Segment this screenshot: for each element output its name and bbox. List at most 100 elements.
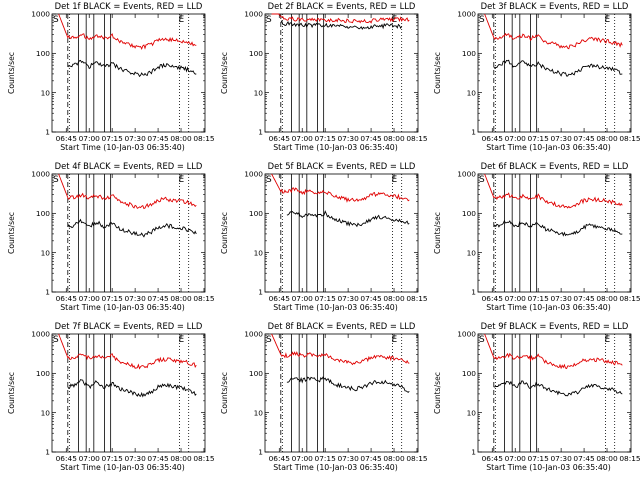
y-tick-label: 1 <box>45 128 50 137</box>
x-tick-label: 07:30 <box>124 294 146 303</box>
x-axis-label: Start Time (10-Jan-03 06:35:40) <box>60 143 185 152</box>
end-marker: E <box>392 15 398 25</box>
x-tick-label: 06:45 <box>269 134 291 143</box>
x-tick-label: 07:00 <box>505 134 527 143</box>
y-tick-label: 1 <box>45 448 50 457</box>
start-marker: S <box>479 15 485 25</box>
x-tick-label: 07:15 <box>315 134 337 143</box>
x-tick-label: 07:15 <box>102 134 124 143</box>
lld-series-line <box>58 173 197 210</box>
start-marker: S <box>479 175 485 185</box>
y-tick-label: 100 <box>462 49 476 58</box>
x-tick-label: 08:15 <box>619 294 640 303</box>
chart-title: Det 2f BLACK = Events, RED = LLD <box>268 1 416 11</box>
detector-panel-1: Det 1f BLACK = Events, RED = LLD 1 10 100 10… <box>0 0 215 160</box>
x-tick-label: 07:30 <box>124 134 146 143</box>
x-tick-label: 07:45 <box>147 294 169 303</box>
x-tick-label: 07:30 <box>124 454 146 463</box>
plot-frame <box>51 13 206 133</box>
y-axis-label: Counts/sec <box>7 372 16 414</box>
x-tick-label: 07:15 <box>102 294 124 303</box>
panel-chart-1: Det 1f BLACK = Events, RED = LLD 1 10 100 10… <box>7 1 215 152</box>
y-tick-label: 1 <box>471 288 476 297</box>
detector-panel-9: Det 9f BLACK = Events, RED = LLD 1 10 100 10… <box>426 320 640 480</box>
y-tick-label: 100 <box>36 49 50 58</box>
y-tick-label: 1 <box>258 448 263 457</box>
start-marker: S <box>479 335 485 345</box>
y-tick-label: 1000 <box>457 10 476 19</box>
chart-title: Det 8f BLACK = Events, RED = LLD <box>268 321 416 331</box>
panel-chart-2: Det 2f BLACK = Events, RED = LLD 1 10 100 10… <box>220 1 428 152</box>
plot-frame <box>51 333 206 453</box>
y-axis-label: Counts/sec <box>220 52 229 94</box>
lld-series-line <box>271 173 410 203</box>
x-tick-label: 07:45 <box>147 454 169 463</box>
x-tick-label: 07:00 <box>292 134 314 143</box>
x-tick-label: 06:45 <box>482 294 504 303</box>
x-tick-label: 07:15 <box>315 294 337 303</box>
y-tick-label: 1 <box>258 288 263 297</box>
start-marker: S <box>266 175 272 185</box>
x-tick-label: 08:15 <box>193 134 215 143</box>
y-tick-label: 10 <box>467 248 477 257</box>
lld-series-line <box>58 13 197 50</box>
chart-title: Det 3f BLACK = Events, RED = LLD <box>481 1 629 11</box>
x-tick-label: 07:15 <box>528 134 550 143</box>
end-marker: E <box>605 335 611 345</box>
x-axis-label: Start Time (10-Jan-03 06:35:40) <box>486 303 611 312</box>
x-tick-label: 06:45 <box>482 134 504 143</box>
panel-chart-9: Det 9f BLACK = Events, RED = LLD 1 10 100 10… <box>433 321 640 472</box>
x-tick-label: 07:30 <box>337 294 359 303</box>
detector-panel-7: Det 7f BLACK = Events, RED = LLD 1 10 100 10… <box>0 320 215 480</box>
y-tick-label: 1 <box>45 288 50 297</box>
y-tick-label: 1 <box>258 128 263 137</box>
y-tick-label: 1000 <box>457 170 476 179</box>
plot-frame <box>477 13 632 133</box>
panel-chart-4: Det 4f BLACK = Events, RED = LLD 1 10 100 10… <box>7 161 215 312</box>
x-tick-label: 08:15 <box>193 454 215 463</box>
x-tick-label: 06:45 <box>56 454 78 463</box>
events-series-line <box>67 59 197 78</box>
lld-series-line <box>271 333 410 366</box>
plot-frame <box>51 173 206 293</box>
detector-panel-6: Det 6f BLACK = Events, RED = LLD 1 10 100 10… <box>426 160 640 320</box>
events-series-line <box>280 20 403 31</box>
x-tick-label: 08:15 <box>193 294 215 303</box>
panel-chart-6: Det 6f BLACK = Events, RED = LLD 1 10 100 10… <box>433 161 640 312</box>
events-series-line <box>493 380 623 397</box>
x-axis-label: Start Time (10-Jan-03 06:35:40) <box>273 143 398 152</box>
y-tick-label: 100 <box>462 369 476 378</box>
plot-frame <box>264 173 419 293</box>
y-tick-label: 10 <box>41 88 51 97</box>
start-marker: S <box>53 15 59 25</box>
events-series-line <box>286 376 410 393</box>
x-tick-label: 07:45 <box>573 454 595 463</box>
x-tick-label: 07:45 <box>360 134 382 143</box>
y-axis-label: Counts/sec <box>220 372 229 414</box>
x-tick-label: 07:15 <box>528 454 550 463</box>
x-axis-label: Start Time (10-Jan-03 06:35:40) <box>60 303 185 312</box>
x-tick-label: 07:00 <box>292 454 314 463</box>
panel-chart-8: Det 8f BLACK = Events, RED = LLD 1 10 100 10… <box>220 321 428 472</box>
x-tick-label: 08:00 <box>383 294 405 303</box>
x-tick-label: 07:15 <box>315 454 337 463</box>
y-axis-label: Counts/sec <box>7 212 16 254</box>
y-tick-label: 10 <box>254 248 264 257</box>
chart-title: Det 9f BLACK = Events, RED = LLD <box>481 321 629 331</box>
x-tick-label: 07:45 <box>360 454 382 463</box>
lld-series-line <box>58 333 197 370</box>
start-marker: S <box>266 15 272 25</box>
x-tick-label: 08:00 <box>170 294 192 303</box>
x-tick-label: 08:15 <box>619 454 640 463</box>
panel-chart-5: Det 5f BLACK = Events, RED = LLD 1 10 100 10… <box>220 161 428 312</box>
x-tick-label: 07:30 <box>337 134 359 143</box>
chart-title: Det 5f BLACK = Events, RED = LLD <box>268 161 416 171</box>
y-tick-label: 10 <box>254 408 264 417</box>
x-axis-label: Start Time (10-Jan-03 06:35:40) <box>486 463 611 472</box>
x-tick-label: 07:45 <box>360 294 382 303</box>
x-tick-label: 08:15 <box>406 294 428 303</box>
x-tick-label: 07:00 <box>79 454 101 463</box>
x-tick-label: 08:00 <box>383 454 405 463</box>
chart-title: Det 6f BLACK = Events, RED = LLD <box>481 161 629 171</box>
